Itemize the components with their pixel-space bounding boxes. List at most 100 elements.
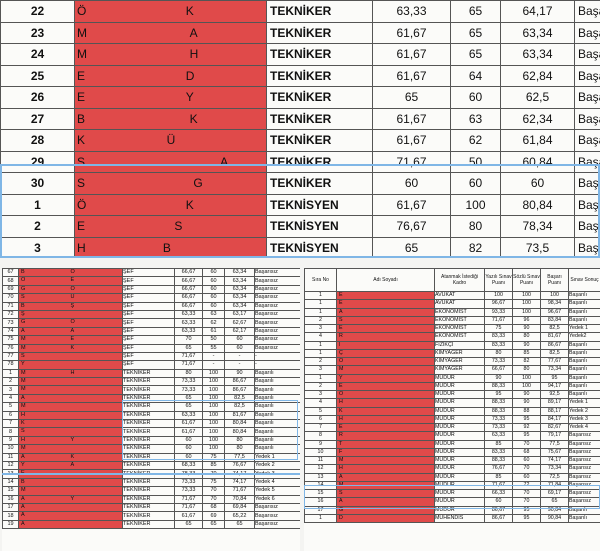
row-number: 4 [2, 393, 19, 404]
row-number: 3 [304, 389, 337, 400]
table-row: 77 S ŞEF 71,67- - - [2, 351, 300, 362]
table-row: 16 A Y TEKNİKER 71,67 70 70,84 Yedek 6 [2, 494, 300, 504]
row-number: 26 [0, 86, 75, 109]
oral-score: 80 [512, 365, 541, 375]
header-no: Sıra No [304, 268, 337, 292]
redacted-name-cell: A [18, 511, 123, 521]
name-initial: K [21, 420, 25, 427]
name-initial: A [21, 503, 25, 510]
success-score: 74,17 [540, 455, 569, 466]
table-row: 5 K MÜDÜR 88,33 88 88,17 Yedek 2 [304, 406, 600, 416]
success-score: 86,67 [224, 385, 255, 395]
table-row: 73 G Ö ŞEF 63,33 62 62,67 Başarısız [2, 318, 300, 328]
surname-initial: H [189, 47, 199, 61]
oral-score: 95 [512, 431, 541, 441]
surname-initial: Ö [70, 319, 75, 326]
redacted-name-cell: H [336, 398, 435, 408]
row-number: 24 [0, 43, 75, 66]
oral-score: 100 [512, 290, 541, 301]
success-score: 75,67 [540, 447, 569, 458]
position-title: TEKNİKER [122, 368, 175, 379]
row-number: 6 [304, 414, 337, 425]
exam-result: Başarısız [574, 64, 600, 87]
table-header-row: Sıra No Adı Soyadı Atanmak İstediği Kadr… [304, 268, 600, 292]
written-score: 95 [484, 389, 513, 400]
oral-score: 70 [512, 439, 541, 449]
oral-score: 62 [202, 318, 225, 328]
row-number: 1 [304, 348, 337, 359]
name-initial: S [339, 316, 343, 323]
exam-result: Başarısız [254, 502, 300, 513]
surname-initial: K [185, 197, 194, 212]
row-number: 16 [2, 494, 19, 504]
left-results-table: 67 B Ö ŞEF 66,67 60 63,34 Başarısız 68 O E ŞEF 66,67… [2, 268, 300, 530]
name-initial: H [21, 411, 25, 418]
written-score: 63,33 [174, 326, 203, 337]
row-number: 2 [2, 377, 19, 387]
redacted-name-cell: Y [18, 360, 123, 370]
exam-result: Yedek 5 [254, 486, 300, 496]
row-number: 11 [304, 455, 337, 466]
row-number: 77 [2, 351, 19, 362]
exam-result: Başarılı [568, 373, 600, 383]
row-number: 72 [2, 309, 19, 320]
table-row: 3 M KİMYAGER 66,67 80 73,34 Başarılı [304, 365, 600, 375]
name-initial: M [21, 369, 26, 376]
written-score: 73,33 [174, 385, 203, 395]
redacted-name-cell: S [336, 315, 435, 326]
position-title: TEKNİKER [122, 511, 175, 521]
written-score: 66,67 [174, 284, 203, 295]
written-score: 65 [372, 86, 451, 109]
name-initial: E [339, 300, 343, 307]
written-score: 83,33 [484, 340, 513, 350]
name-initial: A [21, 327, 25, 334]
name-initial: K [77, 133, 86, 147]
written-score: 75 [484, 323, 513, 334]
exam-result: Başarısız [574, 86, 600, 109]
name-initial: B [77, 111, 86, 126]
table-row: 16 A MÜDÜR 60 70 65 Başarısız [304, 497, 600, 507]
written-score: 73,33 [484, 414, 513, 425]
success-score: 73,34 [540, 464, 569, 474]
name-initial: M [21, 344, 26, 351]
success-score: 69,84 [224, 502, 255, 513]
oral-score: 62 [450, 129, 501, 152]
row-number: 13 [304, 472, 337, 482]
success-score: 78,34 [500, 215, 575, 238]
oral-score: 68 [202, 502, 225, 513]
position-title: TEKNİKER [266, 129, 373, 152]
written-score: 76,67 [372, 215, 451, 238]
written-score: 70 [174, 335, 203, 345]
row-number: 8 [2, 427, 19, 437]
success-score: 72,5 [540, 472, 569, 482]
exam-result: Başarılı [568, 307, 600, 317]
oral-score: 88 [512, 406, 541, 416]
success-score: 88,17 [540, 406, 569, 416]
oral-score: 60 [202, 268, 225, 278]
exam-result: Başarılı [568, 389, 600, 400]
success-score: 62,34 [500, 107, 575, 130]
written-score: 63,33 [372, 0, 451, 23]
position-title: TEKNİKER [122, 460, 175, 471]
highlight-frame [304, 485, 600, 509]
redacted-name-cell: K [18, 419, 123, 429]
success-score: 63,34 [224, 276, 255, 286]
row-number: 76 [2, 343, 19, 353]
redacted-name-cell: Ö [336, 356, 435, 367]
redacted-name-cell: H [18, 410, 123, 421]
name-initial: F [339, 448, 343, 455]
success-score: 60 [224, 335, 255, 345]
oral-score: 100 [202, 368, 225, 379]
row-number: 78 [2, 360, 19, 370]
position-title: MÜDÜR [434, 414, 485, 425]
position-title: ŞEF [122, 351, 175, 362]
exam-result: - [254, 360, 300, 370]
